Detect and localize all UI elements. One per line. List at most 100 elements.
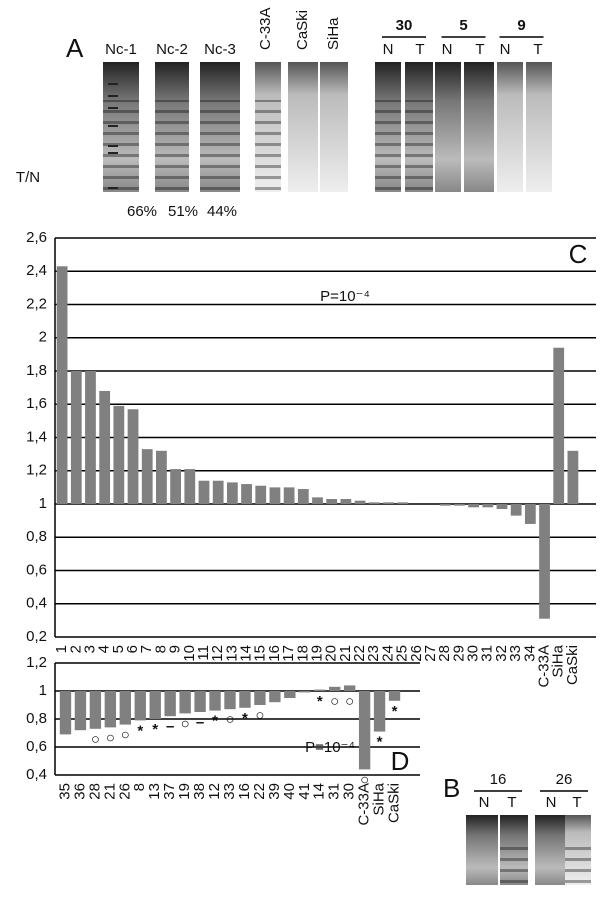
- x-tick-label: 34: [521, 645, 538, 662]
- lane-label: CaSki: [294, 10, 311, 50]
- x-tick-label: 18: [294, 645, 311, 662]
- y-tick-label: 1,8: [26, 362, 47, 379]
- y-tick-label: 1: [39, 495, 47, 512]
- x-tick-label: 32: [493, 645, 510, 662]
- y-tick-label: 1,6: [26, 395, 47, 412]
- bar: [439, 504, 451, 506]
- bar: [164, 691, 176, 717]
- lane-label: C-33A: [257, 7, 274, 50]
- x-tick-label: 12: [209, 645, 226, 662]
- x-tick-label: 25: [394, 645, 411, 662]
- x-tick-label: 38: [191, 783, 208, 800]
- marker: ○: [345, 693, 354, 710]
- y-tick-label: 1,2: [26, 654, 47, 671]
- marker: *: [152, 721, 158, 738]
- lane-label: N: [383, 41, 394, 58]
- y-tick-label: 2,4: [26, 262, 47, 279]
- bar: [496, 504, 508, 509]
- y-tick-label: 0,4: [26, 595, 47, 612]
- x-tick-label: 22: [351, 645, 368, 662]
- x-tick-label: 21: [101, 783, 118, 800]
- bar: [209, 691, 221, 711]
- bar: [269, 487, 281, 504]
- x-tick-label: 19: [308, 645, 325, 662]
- marker: ○: [181, 715, 190, 732]
- bar: [134, 691, 146, 721]
- x-tick-label: CaSki: [564, 645, 581, 685]
- bar: [179, 691, 191, 714]
- bar: [224, 691, 236, 710]
- bar: [524, 504, 536, 524]
- x-tick-label: 12: [206, 783, 223, 800]
- x-tick-label: 40: [281, 783, 298, 800]
- lane-label: T: [572, 794, 581, 811]
- bar: [70, 371, 82, 504]
- lane-label: T: [533, 41, 542, 58]
- bar: [85, 371, 96, 504]
- lane-label: N: [442, 41, 453, 58]
- percentage: 66%: [127, 203, 157, 220]
- lane-label: Nc-2: [156, 41, 188, 58]
- lane-label: T: [475, 41, 484, 58]
- x-tick-label: 6: [124, 645, 141, 653]
- x-tick-label: 28: [436, 645, 453, 662]
- bar: [212, 480, 224, 504]
- bar: [358, 691, 371, 770]
- sample-label: 5: [459, 17, 467, 34]
- gel-images: [103, 62, 591, 885]
- marker: *: [392, 703, 398, 720]
- x-tick-label: 35: [56, 783, 73, 800]
- bar: [269, 691, 281, 703]
- lane-label: T: [507, 794, 516, 811]
- x-tick-label: SiHa: [550, 644, 567, 677]
- panel-label: B: [443, 773, 460, 803]
- x-tick-label: 14: [238, 645, 255, 662]
- bar: [297, 489, 309, 504]
- x-tick-label: 2: [67, 645, 84, 653]
- bar: [314, 689, 326, 691]
- x-tick-label: 30: [341, 783, 358, 800]
- x-tick-label: 37: [161, 783, 178, 800]
- sample-label: 26: [556, 771, 573, 788]
- bar: [539, 504, 550, 619]
- sample-label: 16: [490, 771, 507, 788]
- bar: [343, 685, 356, 691]
- y-tick-label: 2: [39, 329, 47, 346]
- marker: ○: [330, 693, 339, 710]
- sample-label: 30: [396, 17, 413, 34]
- bar: [89, 691, 102, 729]
- x-tick-label: 9: [167, 645, 184, 653]
- x-tick-label: 13: [146, 783, 163, 800]
- x-tick-label: 39: [266, 783, 283, 800]
- x-tick-label: C-33A: [356, 783, 373, 826]
- lane-label: T: [415, 41, 424, 58]
- x-tick-label: C-33A: [535, 645, 552, 688]
- x-tick-label: 26: [116, 783, 133, 800]
- bar: [326, 499, 338, 504]
- y-tick-label: 0,4: [26, 766, 47, 783]
- lane-label: N: [479, 794, 490, 811]
- x-tick-label: 28: [86, 783, 103, 800]
- bar: [340, 499, 352, 504]
- x-tick-label: 31: [326, 783, 343, 800]
- bar: [198, 480, 210, 504]
- x-tick-label: 16: [266, 645, 283, 662]
- x-tick-label: 41: [296, 783, 313, 800]
- y-tick-label: 0,6: [26, 738, 47, 755]
- x-tick-label: 22: [251, 783, 268, 800]
- bar: [329, 686, 341, 691]
- sample-label: 9: [517, 17, 525, 34]
- bar: [482, 504, 494, 508]
- bar: [510, 504, 522, 516]
- lane-label: Nc-3: [204, 41, 236, 58]
- bar: [127, 409, 139, 504]
- x-tick-label: 16: [236, 783, 253, 800]
- bar: [388, 691, 401, 701]
- bar: [119, 691, 131, 725]
- y-tick-label: 2,2: [26, 295, 47, 312]
- percentage: 44%: [207, 203, 237, 220]
- bar: [454, 504, 465, 506]
- marker: *: [212, 713, 218, 730]
- x-tick-label: 1: [53, 645, 70, 653]
